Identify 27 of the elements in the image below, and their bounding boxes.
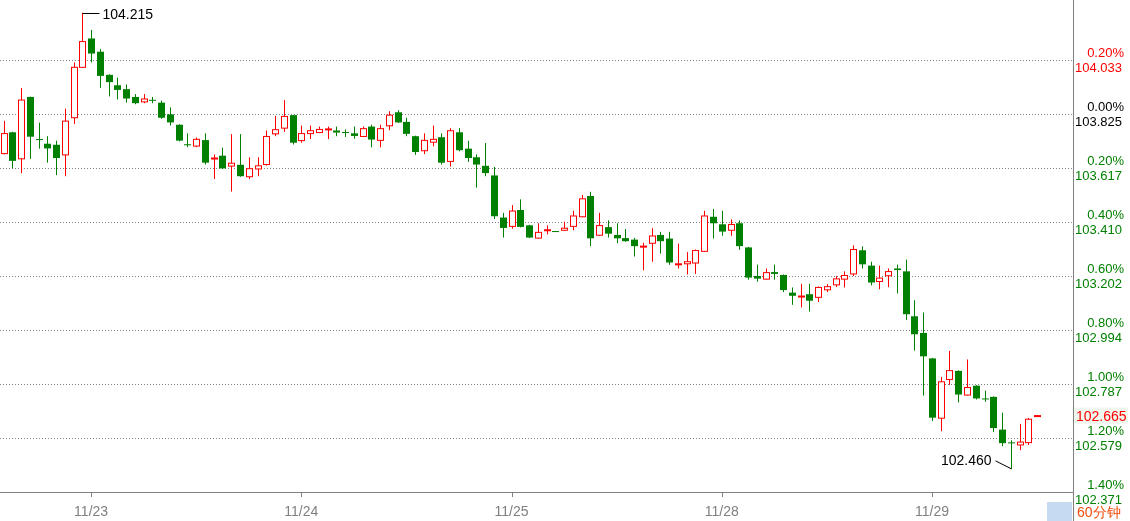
y2-tick-label: 0.00% [1087, 99, 1125, 115]
annotation: 104.215 [102, 5, 154, 22]
y-tick-label: 104.033 [1075, 60, 1122, 76]
text: 102.665 [1076, 407, 1127, 424]
y2-tick-label: 0.20% [1087, 153, 1125, 169]
y-tick-label: 102.371 [1075, 492, 1122, 507]
annotation: 102.460 [940, 451, 992, 468]
y-tick-label: 102.579 [1075, 437, 1122, 453]
y-tick-label: 102.787 [1075, 383, 1122, 399]
x-tick-label: 11/29 [914, 503, 950, 519]
y-tick-label: 103.617 [1075, 168, 1122, 184]
x-tick-label: 11/28 [704, 503, 739, 519]
y2-tick-label: 0.60% [1087, 261, 1125, 277]
y2-tick-label: 0.20% [1087, 45, 1125, 61]
y-tick-label: 103.825 [1075, 114, 1122, 130]
y-tick-label: 103.202 [1075, 276, 1122, 292]
x-tick-label: 11/25 [494, 503, 529, 519]
y2-tick-label: 1.00% [1087, 369, 1125, 385]
x-tick-label: 11/23 [74, 503, 109, 519]
y2-tick-label: 1.20% [1087, 423, 1125, 439]
y-tick-label: 103.410 [1075, 221, 1122, 237]
y2-tick-label: 0.80% [1087, 315, 1125, 331]
text: 60分钟 [1077, 504, 1121, 520]
x-tick-label: 11/24 [284, 503, 319, 519]
y-tick-label: 102.994 [1075, 330, 1122, 346]
y2-tick-label: 0.40% [1087, 207, 1125, 223]
y2-tick-label: 1.40% [1087, 477, 1125, 492]
